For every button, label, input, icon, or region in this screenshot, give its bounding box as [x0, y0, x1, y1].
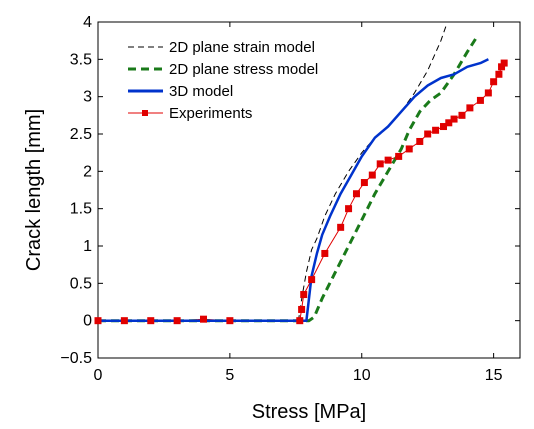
- y-tick-label: 4: [83, 14, 92, 31]
- experiment-point: [450, 115, 458, 123]
- x-tick-label: 10: [353, 367, 371, 384]
- legend-label-experiments: Experiments: [169, 105, 252, 122]
- series-line-3d-model: [98, 58, 489, 322]
- y-axis-label: Crack length [mm]: [23, 109, 45, 271]
- y-tick-label: 0: [83, 313, 92, 330]
- experiment-point: [200, 315, 207, 323]
- y-tick-label: 2.5: [70, 126, 92, 143]
- experiment-point: [484, 89, 492, 97]
- series-layer: [94, 25, 508, 325]
- experiment-point: [226, 317, 234, 325]
- experiment-point: [466, 104, 474, 112]
- legend: 2D plane strain model 2D plane stress mo…: [128, 39, 318, 122]
- experiment-point: [500, 59, 508, 67]
- experiment-point: [308, 276, 316, 284]
- experiment-point: [384, 156, 392, 164]
- y-tick-label: 1.5: [70, 201, 92, 218]
- experiment-point: [321, 249, 329, 257]
- series-line-2d-plane-strain-model: [98, 25, 447, 322]
- x-tick-label: 5: [225, 367, 234, 384]
- experiment-point: [173, 317, 181, 325]
- experiment-point: [432, 126, 440, 134]
- y-tick-label: 2: [83, 163, 92, 180]
- experiment-point: [337, 223, 345, 231]
- experiment-point: [395, 152, 403, 160]
- experiment-point: [345, 205, 353, 213]
- series-line-2d-plane-stress-model: [98, 34, 480, 323]
- experiment-point: [376, 160, 384, 168]
- experiment-point: [458, 111, 466, 119]
- y-tick-label: 0.5: [70, 275, 92, 292]
- y-tick-label: 3: [83, 89, 92, 106]
- y-tick-label: 3.5: [70, 51, 92, 68]
- experiment-point: [495, 70, 503, 78]
- experiment-point: [296, 317, 304, 325]
- experiment-point: [424, 130, 432, 138]
- axis-ticks: 0 5 10 15−0.500.511.522.533.54: [60, 14, 520, 384]
- x-tick-label: 0: [94, 367, 103, 384]
- experiment-point: [368, 171, 376, 179]
- experiment-point: [120, 317, 128, 325]
- legend-label-plane-stress: 2D plane stress model: [169, 61, 318, 78]
- legend-label-3d-model: 3D model: [169, 83, 233, 100]
- experiment-point: [298, 305, 306, 313]
- experiment-point: [405, 145, 413, 153]
- experiment-point: [445, 119, 453, 127]
- experiment-point: [352, 190, 360, 198]
- experiment-point: [476, 96, 484, 104]
- experiment-point: [360, 179, 368, 187]
- experiment-point: [94, 317, 102, 325]
- experiment-point: [147, 317, 155, 325]
- x-axis-label: Stress [MPa]: [252, 401, 366, 423]
- y-tick-label: −0.5: [60, 350, 92, 367]
- legend-marker-experiments: [142, 110, 148, 116]
- experiment-point: [490, 78, 498, 86]
- experiment-point: [300, 291, 308, 299]
- y-tick-label: 1: [83, 238, 92, 255]
- experiment-point: [416, 137, 424, 145]
- experiment-point: [498, 63, 506, 71]
- experiment-point: [440, 123, 448, 131]
- x-tick-label: 15: [485, 367, 503, 384]
- legend-label-plane-strain: 2D plane strain model: [169, 39, 315, 56]
